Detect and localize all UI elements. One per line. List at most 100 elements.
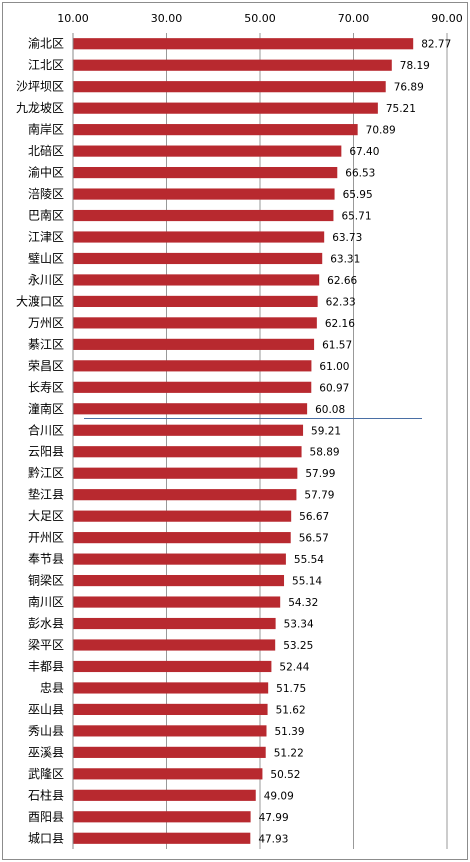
bar-3 xyxy=(73,102,378,114)
bar-31 xyxy=(73,703,268,716)
bar-1 xyxy=(73,59,392,71)
category-label-1: 江北区 xyxy=(28,58,64,72)
category-label-16: 长寿区 xyxy=(28,380,64,394)
value-label-23: 56.57 xyxy=(299,533,329,545)
bar-17 xyxy=(73,403,308,415)
bar-29 xyxy=(73,660,272,673)
bar-33 xyxy=(73,746,266,758)
category-label-14: 綦江区 xyxy=(28,337,64,351)
bar-18 xyxy=(73,424,304,436)
bar-16 xyxy=(73,381,312,393)
category-label-11: 永川区 xyxy=(28,273,64,287)
value-label-27: 53.34 xyxy=(284,619,314,631)
value-label-5: 67.40 xyxy=(349,146,379,158)
value-label-21: 57.79 xyxy=(304,490,334,502)
bar-0 xyxy=(73,38,414,50)
category-label-10: 璧山区 xyxy=(28,250,64,265)
category-label-36: 酉阳县 xyxy=(28,810,64,824)
category-label-34: 武隆区 xyxy=(28,766,64,781)
bar-12 xyxy=(73,295,318,308)
value-label-12: 62.33 xyxy=(326,296,356,308)
x-tick-label-1: 30.00 xyxy=(151,12,183,25)
category-label-8: 巴南区 xyxy=(28,208,64,223)
value-label-32: 51.39 xyxy=(274,726,304,738)
category-label-28: 梁平区 xyxy=(28,637,64,652)
value-label-17: 60.08 xyxy=(315,404,345,416)
value-label-33: 51.22 xyxy=(274,747,304,759)
value-label-30: 51.75 xyxy=(276,683,306,695)
value-label-8: 65.71 xyxy=(341,211,371,223)
bar-2 xyxy=(73,81,386,93)
bar-30 xyxy=(73,682,269,694)
bar-19 xyxy=(73,446,302,458)
bar-21 xyxy=(73,489,297,501)
category-label-19: 云阳县 xyxy=(28,445,64,459)
bar-27 xyxy=(73,617,276,630)
bar-26 xyxy=(73,596,281,608)
value-label-31: 51.62 xyxy=(276,704,306,716)
category-label-26: 南川区 xyxy=(28,594,64,609)
category-label-32: 秀山县 xyxy=(28,724,64,738)
category-label-5: 北碚区 xyxy=(28,143,64,158)
value-label-34: 50.52 xyxy=(270,769,300,781)
category-label-23: 开州区 xyxy=(28,531,64,545)
category-label-2: 沙坪坝区 xyxy=(16,80,64,94)
category-label-7: 涪陵区 xyxy=(28,186,64,201)
category-label-35: 石柱县 xyxy=(28,787,64,802)
bar-9 xyxy=(73,231,325,243)
value-label-19: 58.89 xyxy=(310,447,340,459)
bar-15 xyxy=(73,360,312,372)
x-tick-label-2: 50.00 xyxy=(244,12,276,25)
category-label-12: 大渡口区 xyxy=(16,293,64,308)
value-label-3: 75.21 xyxy=(386,103,416,115)
x-tick-label-4: 90.00 xyxy=(431,12,463,25)
bar-22 xyxy=(73,510,292,522)
value-label-37: 47.93 xyxy=(258,833,288,845)
value-label-22: 56.67 xyxy=(299,511,329,523)
bar-5 xyxy=(73,145,342,157)
value-label-20: 57.99 xyxy=(305,468,335,480)
value-label-9: 63.73 xyxy=(332,232,362,244)
category-label-33: 巫溪县 xyxy=(28,745,64,759)
value-label-2: 76.89 xyxy=(394,82,424,94)
value-label-6: 66.53 xyxy=(345,168,375,180)
category-label-37: 城口县 xyxy=(28,831,64,845)
category-label-15: 荣昌区 xyxy=(28,359,64,373)
x-tick-label-0: 10.00 xyxy=(57,12,89,25)
category-label-0: 渝北区 xyxy=(28,36,64,51)
category-label-24: 奉节县 xyxy=(28,552,64,566)
category-label-27: 彭水县 xyxy=(28,617,64,631)
category-label-31: 巫山县 xyxy=(28,702,64,716)
category-label-4: 南岸区 xyxy=(28,122,64,137)
bar-10 xyxy=(73,252,323,265)
bar-24 xyxy=(73,553,286,565)
value-label-15: 61.00 xyxy=(319,361,349,373)
category-label-29: 丰都县 xyxy=(28,659,64,673)
value-label-35: 49.09 xyxy=(264,790,294,802)
bar-8 xyxy=(73,209,334,222)
bar-25 xyxy=(73,574,285,587)
bar-6 xyxy=(73,166,338,179)
bar-35 xyxy=(73,789,256,801)
category-label-3: 九龙坡区 xyxy=(16,101,64,115)
bar-23 xyxy=(73,532,291,544)
value-label-4: 70.89 xyxy=(366,125,396,137)
x-tick-label-3: 70.00 xyxy=(338,12,370,25)
value-label-28: 53.25 xyxy=(283,640,313,652)
value-label-26: 54.32 xyxy=(288,597,318,609)
bar-34 xyxy=(73,768,263,780)
value-label-25: 55.14 xyxy=(292,576,322,588)
bar-28 xyxy=(73,639,276,651)
bar-13 xyxy=(73,317,317,329)
category-label-22: 大足区 xyxy=(28,509,64,523)
value-label-10: 63.31 xyxy=(330,253,360,265)
bar-20 xyxy=(73,467,298,479)
bar-11 xyxy=(73,274,320,286)
category-label-25: 铜梁区 xyxy=(28,573,64,588)
bar-32 xyxy=(73,725,267,737)
category-label-17: 潼南区 xyxy=(28,401,64,416)
bar-36 xyxy=(73,811,251,823)
value-label-11: 62.66 xyxy=(327,275,357,287)
category-label-18: 合川区 xyxy=(28,422,64,437)
